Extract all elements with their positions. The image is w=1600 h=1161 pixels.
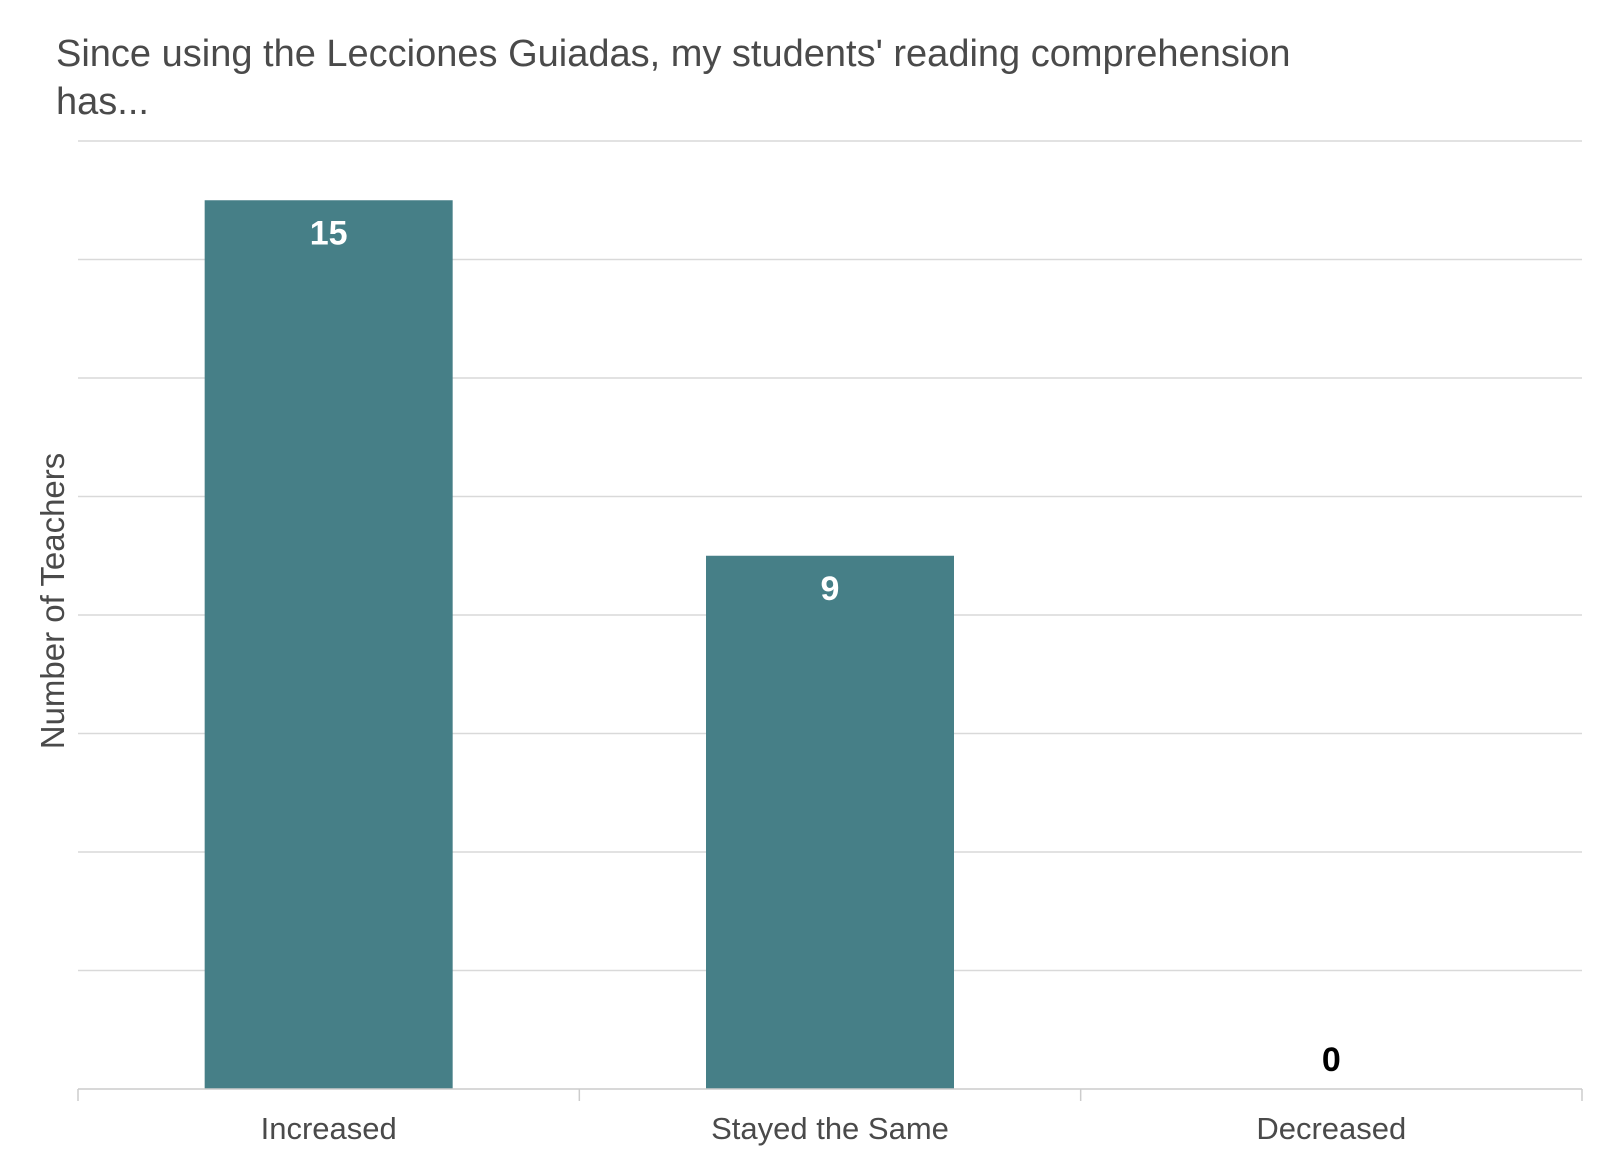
y-axis-label: Number of Teachers [34, 453, 71, 750]
value-label: 15 [310, 214, 348, 252]
bars [204, 200, 954, 1089]
value-label: 9 [821, 570, 840, 608]
labels: 15 Increased 9 Stayed the Same 0 Decreased [261, 214, 1407, 1146]
x-tick-label: Stayed the Same [711, 1111, 949, 1146]
value-label: 0 [1322, 1041, 1341, 1079]
chart-title: Since using the Lecciones Guiadas, my st… [56, 33, 1291, 123]
bar-stayed-the-same [706, 555, 954, 1089]
x-tick-label: Decreased [1256, 1111, 1406, 1146]
bar-increased [204, 200, 453, 1089]
x-tick-label: Increased [261, 1111, 397, 1146]
x-axis [77, 1088, 1583, 1101]
